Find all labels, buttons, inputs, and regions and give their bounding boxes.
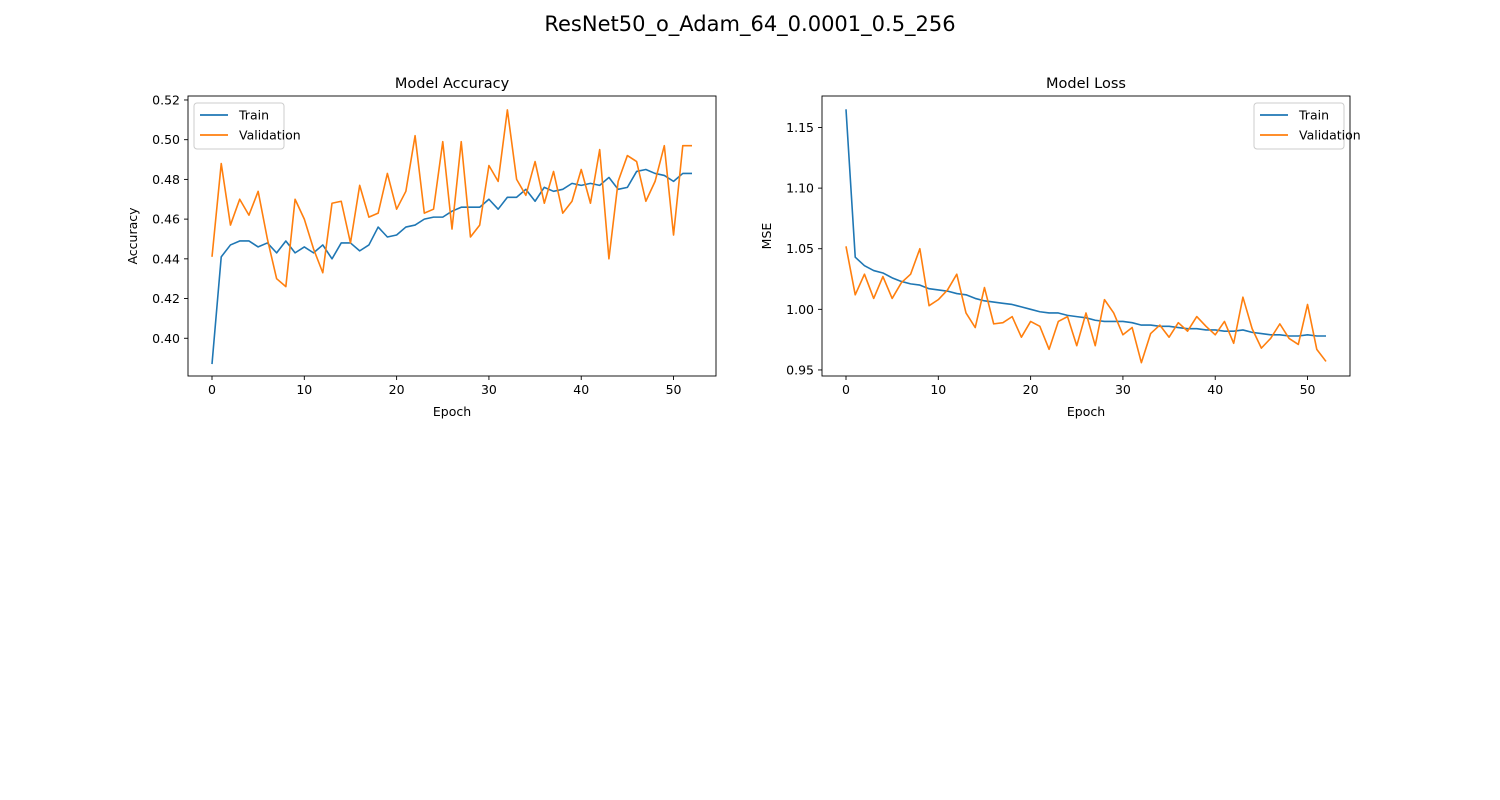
series-line-validation <box>211 109 692 288</box>
legend-label-validation: Validation <box>1299 128 1361 143</box>
x-tick-label: 20 <box>389 382 405 397</box>
legend-label-train: Train <box>1298 108 1329 123</box>
y-tick-label: 1.15 <box>786 120 814 135</box>
y-tick-label: 1.00 <box>786 302 814 317</box>
x-tick-label: 50 <box>666 382 682 397</box>
x-tick-label: 0 <box>842 382 850 397</box>
y-axis-label: MSE <box>759 223 774 250</box>
x-tick-label: 20 <box>1023 382 1039 397</box>
legend-label-train: Train <box>238 108 269 123</box>
y-tick-label: 1.10 <box>786 181 814 196</box>
y-tick-label: 0.50 <box>152 132 180 147</box>
chart-panel-1: 0 10 20 30 40 50 0.95 1.00 1.05 1.10 1.15 Model Los… <box>759 76 1361 419</box>
figure-title: ResNet50_o_Adam_64_0.0001_0.5_256 <box>544 12 956 36</box>
chart-panel-0: 0 10 20 30 40 50 0.40 0.42 0.44 0.46 0.48 0.50 0.52 M… <box>125 76 717 419</box>
legend: Train Validation <box>193 102 301 150</box>
y-tick-label: 0.48 <box>152 172 180 187</box>
x-tick-label: 40 <box>573 382 589 397</box>
x-tick-label: 40 <box>1207 382 1223 397</box>
y-tick-label: 0.44 <box>152 251 180 266</box>
x-tick-label: 30 <box>481 382 497 397</box>
chart-title: Model Accuracy <box>395 76 510 92</box>
x-tick-label: 10 <box>930 382 946 397</box>
series-line-validation <box>845 246 1327 364</box>
y-tick-label: 0.95 <box>786 362 814 377</box>
chart-title: Model Loss <box>1046 76 1126 92</box>
legend: Train Validation <box>1253 102 1361 150</box>
x-tick-label: 0 <box>208 382 216 397</box>
y-tick-label: 1.05 <box>786 241 814 256</box>
axes-frame <box>187 95 717 377</box>
x-tick-label: 10 <box>296 382 312 397</box>
x-tick-label: 30 <box>1115 382 1131 397</box>
series-line-train <box>211 168 692 365</box>
x-axis-label: Epoch <box>1067 404 1105 419</box>
axes-frame <box>821 95 1351 377</box>
y-tick-label: 0.42 <box>152 291 180 306</box>
y-tick-label: 0.52 <box>152 92 180 107</box>
x-axis-label: Epoch <box>433 404 471 419</box>
x-tick-label: 50 <box>1300 382 1316 397</box>
legend-label-validation: Validation <box>239 128 301 143</box>
y-tick-label: 0.46 <box>152 212 180 227</box>
y-tick-label: 0.40 <box>152 331 180 346</box>
y-axis-label: Accuracy <box>125 207 140 265</box>
